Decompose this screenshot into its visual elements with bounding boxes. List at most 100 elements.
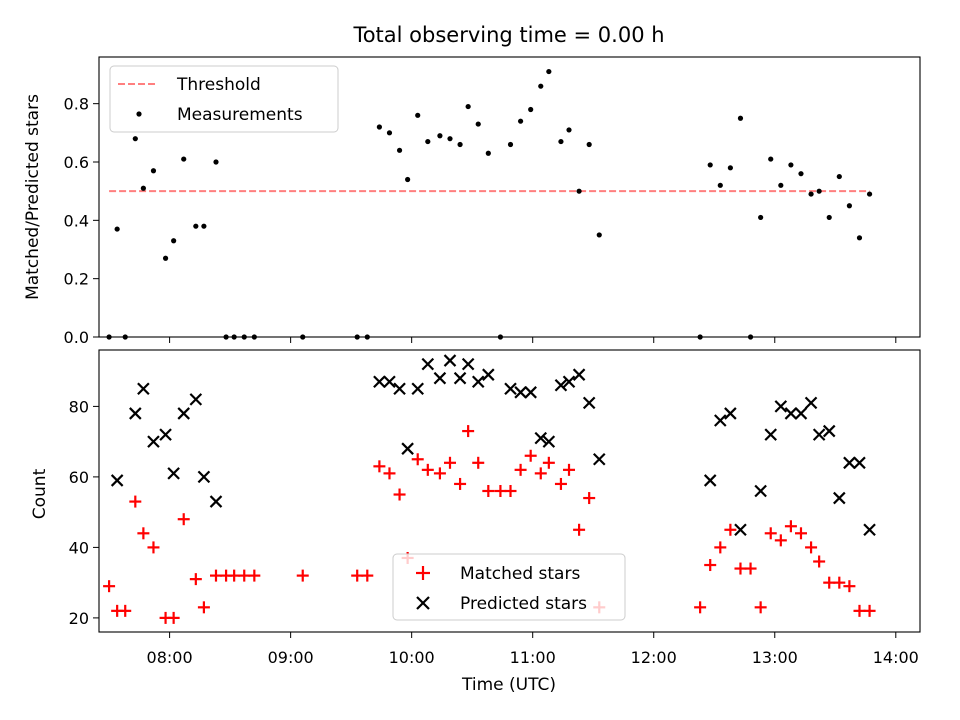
matched-star-point [167, 611, 180, 624]
measurement-point [566, 127, 572, 133]
matched-star-point [103, 580, 116, 593]
predicted-star-point [393, 382, 406, 396]
matched-star-point [228, 569, 241, 582]
measurement-point [507, 141, 514, 148]
measurement-point [122, 334, 128, 340]
matched-star-point [813, 555, 826, 568]
measurement-point [798, 171, 804, 177]
predicted-star-point [754, 484, 767, 498]
matched-star-point [724, 523, 737, 536]
predicted-star-point [524, 386, 537, 399]
matched-star-point [433, 467, 446, 480]
matched-stars-legend-label: Matched stars [460, 564, 580, 584]
predicted-star-point [724, 407, 737, 420]
matched-star-point [694, 601, 707, 614]
measurement-point [437, 133, 443, 139]
predicted-star-point [822, 424, 836, 438]
matched-star-point [189, 573, 202, 586]
measurement-point [386, 130, 393, 136]
top-y-tick-label: 0.8 [64, 95, 89, 114]
top-y-tick-label: 0.0 [64, 328, 89, 347]
measurement-point [181, 156, 187, 162]
bottom-y-tick-label: 80 [69, 397, 89, 416]
matched-star-point [482, 485, 495, 497]
measurement-point [737, 115, 744, 121]
measurement-point [223, 334, 229, 340]
bottom-y-ticks: 20 40 60 80 [69, 397, 99, 628]
measurement-point [836, 173, 842, 180]
matched-star-point [714, 541, 727, 554]
measurement-point [457, 141, 463, 148]
measurement-point [485, 150, 491, 156]
predicted-star-point [534, 431, 548, 445]
matched-star-point [248, 569, 261, 582]
bottom-y-tick-label: 40 [69, 538, 89, 557]
matched-star-point [794, 527, 807, 540]
bottom-x-tick-label: 09:00 [268, 648, 314, 667]
matched-star-point [514, 463, 527, 476]
top-y-tick-label: 0.6 [64, 153, 89, 172]
measurement-point [171, 238, 177, 244]
matched-star-point [494, 485, 507, 497]
bottom-panel: 20 40 60 80 08:00 09:00 10:00 11:00 12:00 13:00 1… [30, 349, 921, 695]
predicted-star-point [734, 523, 747, 537]
predicted-star-point [443, 354, 457, 367]
matched-star-point [554, 477, 567, 490]
matched-star-point [129, 495, 142, 508]
matched-star-point [843, 580, 856, 593]
measurement-point [517, 118, 524, 124]
bottom-x-tick-label: 08:00 [147, 648, 193, 667]
predicted-star-point [514, 386, 527, 399]
top-y-axis-label: Matched/Predicted stars [23, 94, 43, 300]
measurement-point [546, 68, 552, 75]
matched-star-point [177, 513, 190, 526]
matched-star-point [361, 569, 374, 582]
predicted-star-point [863, 523, 876, 537]
matched-star-point [443, 456, 456, 469]
matched-star-point [534, 467, 547, 480]
measurement-point [150, 168, 157, 174]
bottom-x-tick-label: 14:00 [873, 648, 919, 667]
top-y-ticks: 0.0 0.2 0.4 0.6 0.8 [64, 95, 99, 347]
bottom-x-tick-label: 13:00 [752, 648, 798, 667]
matched-star-point [542, 456, 555, 469]
predicted-star-point [177, 407, 191, 420]
predicted-star-point [189, 393, 203, 406]
measurement-point [300, 334, 306, 340]
measurement-point [758, 214, 764, 221]
matched-star-point [296, 569, 309, 582]
measurement-point [846, 203, 852, 209]
measurement-point [768, 156, 774, 162]
x-axis-label: Time (UTC) [461, 675, 556, 695]
measurement-point [788, 162, 794, 168]
measurement-point [707, 162, 713, 168]
measurement-point [415, 112, 421, 118]
top-x-ticks [169, 337, 897, 343]
measurement-point [558, 138, 564, 145]
predicted-star-point [542, 435, 556, 448]
predicted-stars-legend-marker [416, 596, 430, 610]
measurement-point [747, 334, 754, 340]
top-y-tick-label: 0.2 [64, 270, 89, 289]
predicted-star-point [167, 467, 180, 480]
chart-title: Total observing time = 0.00 h [352, 23, 664, 47]
measurements-legend-label: Measurements [177, 105, 303, 125]
bottom-x-tick-label: 10:00 [389, 648, 435, 667]
matched-star-point [472, 456, 485, 469]
matched-star-point [805, 541, 818, 554]
measurement-point [140, 185, 146, 191]
measurement-point [213, 159, 219, 165]
predicted-star-point [373, 375, 386, 389]
matched-star-point [754, 601, 767, 614]
measurement-point [354, 334, 360, 340]
predicted-star-point [471, 375, 485, 389]
predicted-star-point [572, 368, 586, 381]
matched-star-point [454, 477, 467, 490]
measurement-point [826, 214, 832, 221]
predicted-star-point [137, 382, 150, 396]
matched-star-point [383, 467, 396, 480]
bottom-legend: Matched stars Predicted stars [392, 553, 626, 621]
predicted-stars-legend-label: Predicted stars [460, 594, 587, 614]
predicted-star-point [554, 378, 568, 392]
measurement-point [866, 191, 873, 197]
